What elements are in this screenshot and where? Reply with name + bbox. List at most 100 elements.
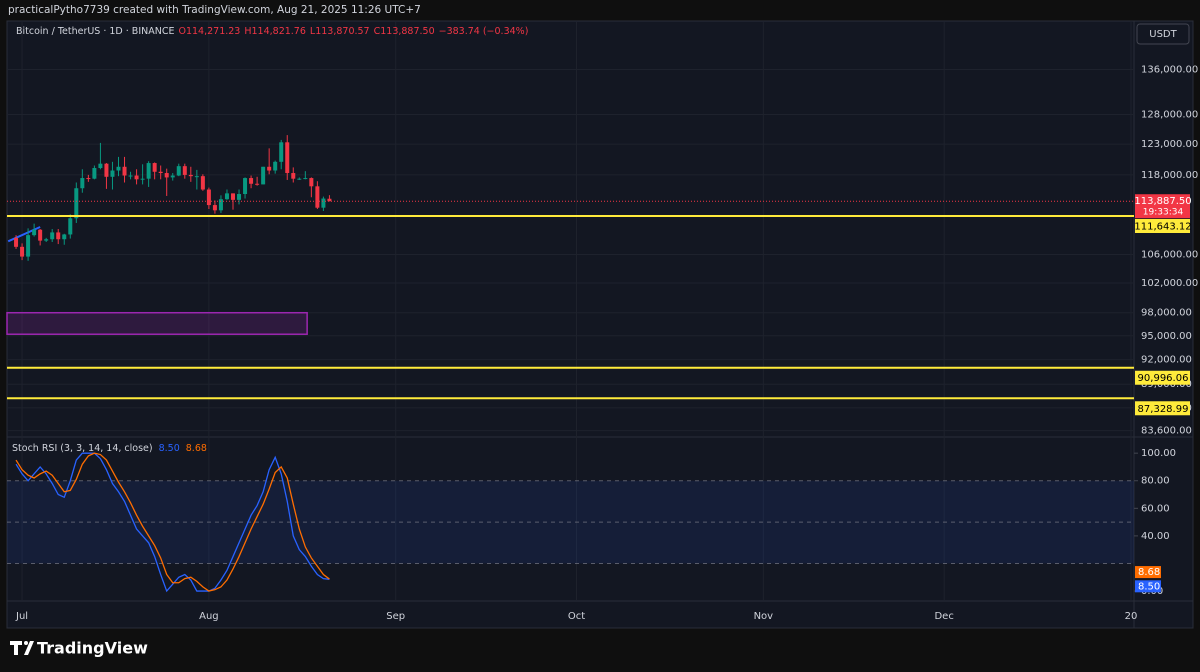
candle-body (134, 175, 139, 180)
last-price-box (1135, 194, 1190, 219)
y-tick-label: 40.00 (1141, 531, 1170, 542)
candle-body (206, 189, 211, 206)
x-tick-label: Oct (568, 611, 585, 622)
candle-body (38, 229, 43, 241)
price-label-box (1135, 401, 1190, 416)
candle-body (44, 239, 49, 241)
brand-logo (10, 641, 34, 655)
legend-item: O114,271.23 (178, 26, 240, 37)
candle-body (218, 199, 223, 211)
candle-body (285, 142, 290, 174)
candle-body (267, 166, 272, 171)
x-tick-label: 20 (1125, 611, 1138, 622)
candle-body (261, 166, 266, 185)
candle-body (200, 176, 205, 190)
y-tick-label: 83,600.00 (1141, 426, 1192, 437)
chart-panel (6, 20, 1194, 629)
candle-body (122, 166, 127, 176)
candle-body (327, 198, 332, 202)
candle-body (74, 188, 79, 219)
candle-body (297, 178, 302, 180)
candle-body (50, 232, 55, 240)
candle-body (321, 198, 326, 208)
candle-body (224, 193, 229, 200)
candle-body (309, 178, 314, 187)
candle-body (86, 178, 91, 180)
watermark: practicalPytho7739 created with TradingV… (8, 4, 421, 16)
candle-body (194, 176, 199, 178)
last-price-label: 113,887.50 (1134, 196, 1191, 207)
x-tick-label: Aug (199, 611, 219, 622)
x-tick-label: Dec (934, 611, 953, 622)
candle-body (56, 232, 61, 240)
candle-body (20, 246, 25, 257)
x-tick-label: Nov (754, 611, 774, 622)
price-label-box (1135, 370, 1190, 385)
candle-body (231, 193, 236, 200)
y-tick-label: 106,000.00 (1141, 249, 1198, 260)
candle-body (98, 163, 103, 169)
legend-item: −383.74 (−0.34%) (439, 26, 529, 37)
y-tick-label: 123,000.00 (1141, 139, 1198, 150)
y-tick-label: 118,000.00 (1141, 170, 1198, 181)
y-tick-label: 102,000.00 (1141, 278, 1198, 289)
candle-body (146, 163, 151, 179)
currency-label[interactable]: USDT (1149, 29, 1177, 40)
candle-body (243, 178, 248, 195)
y-tick-label: 60.00 (1141, 503, 1170, 514)
y-tick-label: 128,000.00 (1141, 110, 1198, 121)
candle-body (249, 178, 254, 184)
candle-body (182, 166, 187, 175)
candle-body (62, 234, 67, 240)
countdown-label: 19:33:34 (1143, 208, 1184, 218)
candle-body (80, 178, 85, 189)
legend-item: C113,887.50 (374, 26, 435, 37)
y-tick-label: 92,000.00 (1141, 355, 1192, 366)
candle-body (140, 178, 145, 180)
legend: Bitcoin / TetherUS · 1D · BINANCE O114,27… (16, 26, 528, 37)
stoch-line (15, 452, 330, 592)
candle-body (255, 183, 260, 185)
candle-body (92, 168, 97, 179)
legend: Stoch RSI (3, 3, 14, 14, close) 8.50 8.68 (12, 443, 207, 454)
legend-value: 8.50 (159, 443, 180, 454)
value-box (1135, 580, 1161, 593)
legend-item: H114,821.76 (244, 26, 306, 37)
stoch-line (15, 452, 330, 593)
price-label: 111,643.12 (1134, 221, 1191, 232)
candle-body (188, 174, 193, 177)
candle-body (176, 166, 181, 176)
candle-body (303, 178, 308, 180)
price-label-box (1135, 218, 1190, 233)
candle-body (164, 173, 169, 178)
x-tick-label: Sep (386, 611, 405, 622)
currency-button[interactable] (1136, 23, 1190, 45)
candle-body (212, 205, 217, 211)
candle-body (158, 171, 163, 174)
candle-body (32, 229, 37, 236)
candle-body (315, 186, 320, 208)
y-tick-label: 98,000.00 (1141, 308, 1192, 319)
candle-body (279, 142, 284, 162)
y-tick-label: 100.00 (1141, 448, 1176, 459)
y-tick-label: 136,000.00 (1141, 65, 1198, 76)
candle-body (116, 166, 121, 171)
trend-line (7, 226, 41, 243)
candle-body (14, 237, 19, 247)
brand-name: TradingView (37, 639, 148, 658)
zone (6, 311, 308, 335)
candle-body (110, 170, 115, 177)
candle-body (152, 163, 157, 172)
legend-item: L113,870.57 (310, 26, 370, 37)
value-label: 8.50 (1138, 581, 1160, 592)
x-tick-label: Jul (15, 611, 28, 622)
candle-body (104, 163, 109, 177)
price-label: 90,996.06 (1138, 373, 1189, 384)
legend-title: Stoch RSI (3, 3, 14, 14, close) (12, 443, 153, 454)
candle-body (291, 173, 296, 179)
legend-item: Bitcoin / TetherUS · 1D · BINANCE (16, 26, 174, 37)
candle-body (68, 218, 73, 235)
candle-body (273, 161, 278, 171)
candle-body (128, 175, 133, 177)
